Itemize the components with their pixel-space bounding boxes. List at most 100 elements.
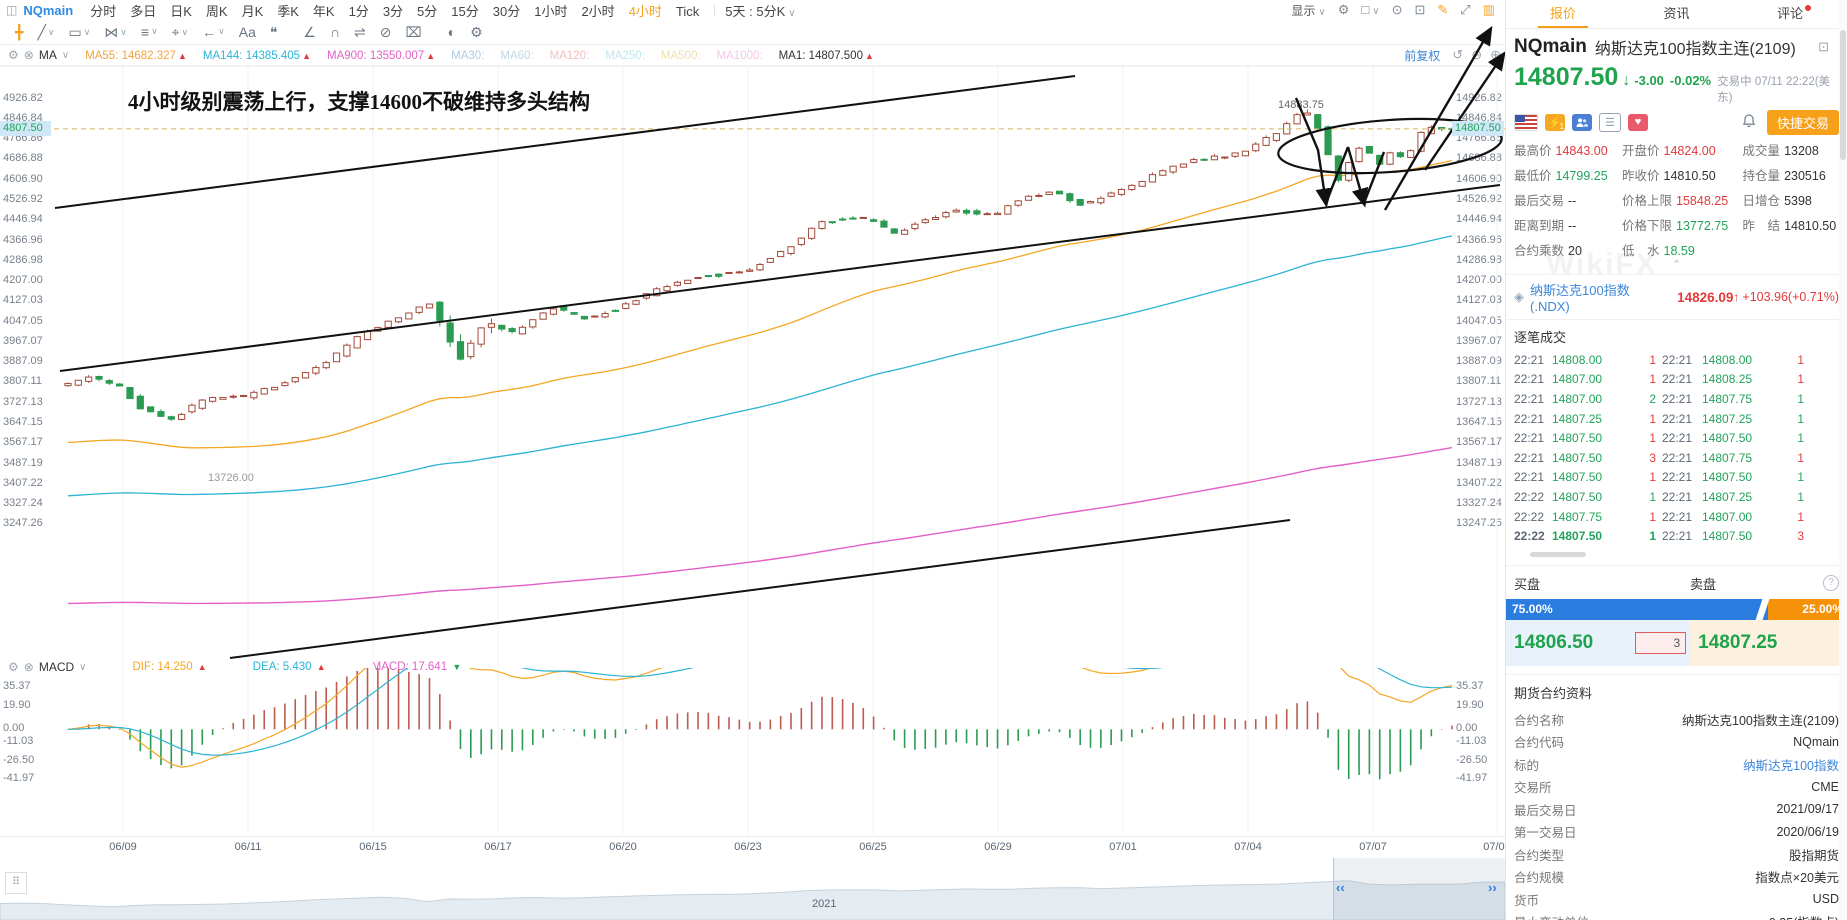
- delete-drawings-icon[interactable]: ⌧: [405, 23, 422, 40]
- close-icon[interactable]: ⊗: [23, 48, 34, 62]
- community-badge-icon[interactable]: [1572, 113, 1592, 131]
- navigator-range-window[interactable]: [1333, 858, 1507, 920]
- pitchfork-tools-icon[interactable]: ⋈ ∨: [104, 23, 127, 40]
- note-icon[interactable]: ⊡: [1414, 2, 1426, 17]
- comment-tool-icon[interactable]: ❝: [269, 23, 278, 40]
- help-icon[interactable]: ?: [1823, 575, 1839, 592]
- timeframe-item-季K[interactable]: 季K: [277, 3, 299, 19]
- zoom-out-icon[interactable]: ⊖: [1471, 47, 1483, 62]
- range-selector[interactable]: 5天 : 5分K ∨: [725, 1, 795, 20]
- timeframe-item-4小时[interactable]: 4小时: [628, 3, 662, 19]
- tab-报价[interactable]: 报价: [1506, 0, 1620, 28]
- symbol-label[interactable]: NQmain: [23, 2, 74, 18]
- trade-cell: 1: [1797, 509, 1804, 524]
- compare-icon[interactable]: ◐: [447, 23, 457, 40]
- tab-评论[interactable]: 评论: [1733, 0, 1847, 28]
- gear-icon[interactable]: ⚙: [8, 48, 19, 62]
- pencil-icon[interactable]: ✎: [1437, 2, 1449, 17]
- quick-trade-button[interactable]: 快捷交易: [1766, 109, 1839, 135]
- ma-value-3: MA30:: [451, 50, 485, 62]
- quote-cell: 合约乘数 20: [1514, 240, 1622, 259]
- alert-badge-icon[interactable]: ⚡ 1: [1545, 113, 1565, 131]
- alert-bell-icon[interactable]: [1741, 113, 1757, 132]
- ma-value-2: MA900: 13550.007 ▲: [327, 50, 436, 62]
- ma-label[interactable]: MA: [38, 48, 57, 62]
- timeframe-item-30分[interactable]: 30分: [492, 3, 521, 19]
- shape-tools-icon[interactable]: ▭ ∨: [68, 23, 91, 40]
- timeframe-item-日K[interactable]: 日K: [170, 3, 192, 19]
- underlying-index-row[interactable]: ◈ 纳斯达克100指数 (.NDX) 14826.09 ↑ +103.96(+0…: [1506, 274, 1847, 320]
- panel-toggle-icon[interactable]: ▥: [1482, 2, 1495, 17]
- fullscreen-icon[interactable]: ⤢: [1460, 2, 1471, 17]
- quote-cell-value: 14810.50: [1784, 219, 1837, 233]
- contract-label: 标的: [1514, 758, 1540, 773]
- quote-panel: WikiFX 报价 资讯 评论 NQmain 纳斯达克100指数主连(2109) ⊡…: [1506, 0, 1847, 920]
- fib-tools-icon[interactable]: ≡ ∨: [140, 23, 158, 40]
- camera-icon[interactable]: ⊙: [1391, 2, 1403, 17]
- text-tool-icon[interactable]: Aa: [238, 23, 256, 40]
- quote-cell-value: 230516: [1784, 169, 1826, 183]
- timeframe-item-周K[interactable]: 周K: [205, 3, 228, 19]
- timeframe-item-分时[interactable]: 分时: [90, 3, 117, 19]
- sync-drawings-icon[interactable]: ⇌: [354, 23, 366, 40]
- contract-value: CME: [1811, 779, 1839, 794]
- gear-icon[interactable]: ⚙: [8, 660, 19, 674]
- ma-values: MA55: 14682.327 ▲ MA144: 14385.405 ▲ MA900: …: [69, 48, 874, 62]
- timeframe-item-15分[interactable]: 15分: [451, 3, 479, 19]
- close-icon[interactable]: ⊗: [23, 660, 34, 674]
- move-tool-icon[interactable]: ╋: [15, 23, 24, 40]
- hide-drawings-icon[interactable]: ⊘: [379, 23, 392, 40]
- forward-adjust-label[interactable]: 前复权: [1404, 48, 1441, 63]
- collapse-chevron-icon[interactable]: ⌃: [1671, 259, 1682, 271]
- navigator-right-handle[interactable]: ››: [1488, 880, 1497, 895]
- timeframe-item-2小时[interactable]: 2小时: [581, 3, 615, 19]
- timeframe-item-Tick[interactable]: Tick: [675, 3, 700, 19]
- trend-arrow-icon: ▲: [864, 51, 874, 61]
- layout-select-icon[interactable]: □ ∨: [1361, 2, 1380, 17]
- timeframe-item-5分[interactable]: 5分: [417, 3, 438, 19]
- angle-tool-icon[interactable]: ∠: [303, 23, 316, 40]
- macd-label[interactable]: MACD: [38, 660, 75, 674]
- undo-icon[interactable]: ↺: [1452, 47, 1464, 62]
- chart-navigator[interactable]: ‹‹ ›› ⠿ 2021: [0, 858, 1507, 920]
- panel-scrollbar[interactable]: [1839, 0, 1847, 920]
- quote-cell-label: 最低价: [1514, 169, 1552, 183]
- trade-cell: 2: [1649, 391, 1656, 406]
- us-flag-icon[interactable]: [1514, 113, 1538, 131]
- best-ask[interactable]: 14807.25 1: [1690, 619, 1847, 666]
- index-name[interactable]: 纳斯达克100指数 (.NDX): [1530, 283, 1630, 314]
- bid-ratio: 75.00%: [1506, 598, 1768, 620]
- arrow-tools-icon[interactable]: ← ∨: [202, 23, 225, 40]
- line-tools-icon[interactable]: ╱ ∨: [37, 23, 55, 40]
- macd-indicator-bar: ⚙ ⊗ MACD ∨ DIF: 14.250 ▲ DEA: 5.430 ▲ MA…: [0, 659, 1513, 675]
- gear-icon[interactable]: ⚙: [1337, 2, 1350, 17]
- bid-price: 14806.50: [1514, 631, 1594, 653]
- magnet-tool-icon[interactable]: ∩: [329, 23, 341, 40]
- candlestick-chart[interactable]: [0, 20, 1505, 920]
- indicator-settings-icon[interactable]: ⚙: [470, 23, 483, 40]
- best-bid[interactable]: 14806.50 3: [1506, 619, 1691, 666]
- multi-chart-layout-button[interactable]: ⠿: [5, 872, 27, 894]
- timeframe-item-3分[interactable]: 3分: [382, 3, 404, 19]
- tick-trades-table: 22:21 14808.00 1 22:21 14808.00 1 22:21 14807.0…: [1506, 350, 1847, 546]
- favorite-badge-icon[interactable]: ♥: [1628, 113, 1648, 131]
- timeframe-item-年K[interactable]: 年K: [312, 3, 335, 19]
- quote-cell: 日增仓 5398: [1743, 190, 1839, 209]
- window-layout-icon[interactable]: ◫: [6, 3, 18, 17]
- timeframe-item-月K[interactable]: 月K: [241, 3, 264, 19]
- timeframe-item-1分[interactable]: 1分: [348, 3, 369, 19]
- display-menu[interactable]: 显示 ∨: [1291, 3, 1326, 18]
- tab-资讯[interactable]: 资讯: [1663, 6, 1690, 21]
- detach-panel-icon[interactable]: ⊡: [1818, 39, 1829, 54]
- navigator-left-handle[interactable]: ‹‹: [1336, 880, 1345, 895]
- contract-value[interactable]: 纳斯达克100指数: [1743, 758, 1839, 773]
- quote-cell: 价格上限 15848.25: [1622, 190, 1743, 209]
- notes-badge-icon[interactable]: ☰: [1599, 112, 1621, 132]
- contract-label: 最后交易日: [1514, 803, 1577, 818]
- trades-scrollbar[interactable]: [1530, 551, 1586, 557]
- marker-tools-icon[interactable]: ⌖ ∨: [171, 23, 189, 40]
- panel-scrollbar-thumb[interactable]: [1840, 30, 1846, 160]
- zoom-in-icon[interactable]: ⊕: [1490, 47, 1501, 62]
- timeframe-item-多日[interactable]: 多日: [130, 3, 157, 19]
- timeframe-item-1小时[interactable]: 1小时: [534, 3, 568, 19]
